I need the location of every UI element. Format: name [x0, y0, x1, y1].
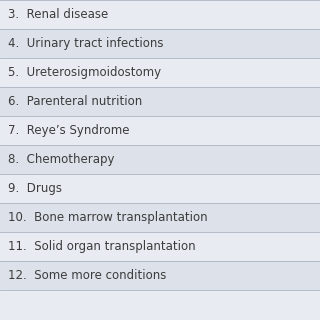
- Bar: [0, 174, 320, 203]
- Bar: [0, 203, 320, 232]
- Text: 7.  Reye’s Syndrome: 7. Reye’s Syndrome: [8, 124, 130, 137]
- Text: 3.  Renal disease: 3. Renal disease: [8, 8, 108, 21]
- Bar: [0, 58, 320, 87]
- Text: 6.  Parenteral nutrition: 6. Parenteral nutrition: [8, 95, 142, 108]
- Bar: [0, 0, 320, 29]
- Text: 10.  Bone marrow transplantation: 10. Bone marrow transplantation: [8, 211, 208, 224]
- Bar: [0, 116, 320, 145]
- Text: 12.  Some more conditions: 12. Some more conditions: [8, 269, 166, 282]
- Text: 8.  Chemotherapy: 8. Chemotherapy: [8, 153, 115, 166]
- Text: 4.  Urinary tract infections: 4. Urinary tract infections: [8, 37, 164, 50]
- Bar: [0, 261, 320, 290]
- Bar: [0, 87, 320, 116]
- Text: 9.  Drugs: 9. Drugs: [8, 182, 62, 195]
- Bar: [0, 29, 320, 58]
- Bar: [0, 145, 320, 174]
- Text: 11.  Solid organ transplantation: 11. Solid organ transplantation: [8, 240, 196, 253]
- Text: 5.  Ureterosigmoidostomy: 5. Ureterosigmoidostomy: [8, 66, 161, 79]
- Bar: [0, 232, 320, 261]
